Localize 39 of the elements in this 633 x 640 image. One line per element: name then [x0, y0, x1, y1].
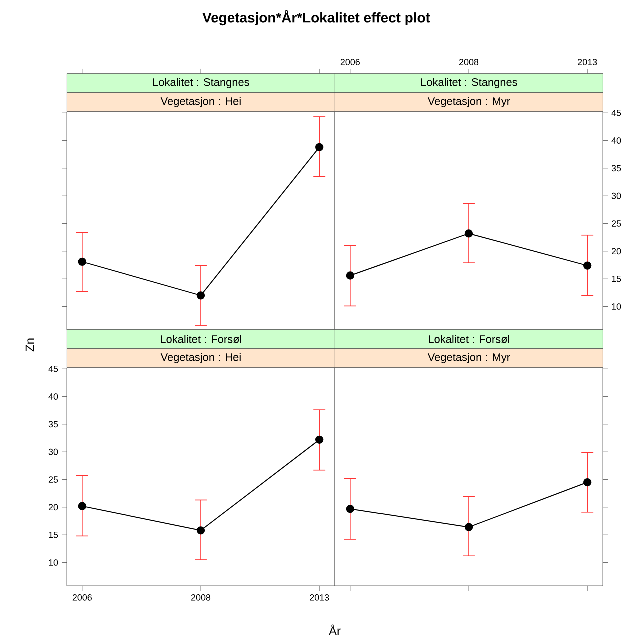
y-tick-label: 35	[48, 421, 58, 428]
x-tick-label: 2013	[578, 59, 598, 66]
y-tick-label: 20	[612, 248, 622, 255]
x-tick-label: 2008	[191, 594, 211, 601]
y-axis-title: Zn	[26, 338, 34, 352]
y-tick-label: 45	[48, 366, 58, 372]
y-tick-label: 15	[612, 276, 622, 282]
point	[78, 502, 87, 510]
chart-subtitle: Vegetasjon : Hei	[160, 97, 241, 108]
chart-title: Lokalitet : Stangnes	[153, 78, 250, 88]
y-tick-label: 35	[612, 165, 622, 172]
y-tick-label: 45	[612, 110, 622, 116]
point	[584, 262, 592, 270]
point	[464, 230, 474, 238]
x-tick-label: 2006	[340, 59, 360, 66]
y-tick-label: 40	[612, 138, 622, 144]
y-tick-label: 20	[48, 504, 58, 511]
point	[316, 436, 324, 444]
y-tick-label: 10	[612, 304, 622, 310]
chart-title: Lokalitet : Forsøl	[429, 335, 510, 344]
x-axis-title: År	[329, 624, 341, 636]
chart-title: Lokalitet : Forsøl	[161, 335, 242, 344]
point	[196, 526, 206, 535]
chart-title: Lokalitet : Stangnes	[421, 78, 518, 88]
text: Vegetasjon*År*Lokalitet effect plot	[202, 10, 430, 26]
chart-subtitle: Vegetasjon : Myr	[428, 97, 510, 108]
point	[346, 272, 355, 280]
x-tick-label: 2008	[459, 59, 479, 66]
y-tick-label: 25	[48, 476, 58, 483]
chart-subtitle: Vegetasjon : Hei	[160, 353, 241, 364]
x-tick-label: 2013	[310, 594, 330, 601]
chart-subtitle: Vegetasjon : Myr	[428, 353, 510, 364]
y-tick-label: 40	[48, 394, 58, 400]
y-tick-label: 10	[49, 560, 58, 566]
y-tick-label: 15	[49, 532, 58, 538]
x-tick-label: 2006	[72, 594, 92, 601]
y-tick-label: 25	[612, 220, 622, 227]
y-tick-label: 30	[612, 192, 622, 200]
y-tick-label: 30	[48, 448, 58, 456]
